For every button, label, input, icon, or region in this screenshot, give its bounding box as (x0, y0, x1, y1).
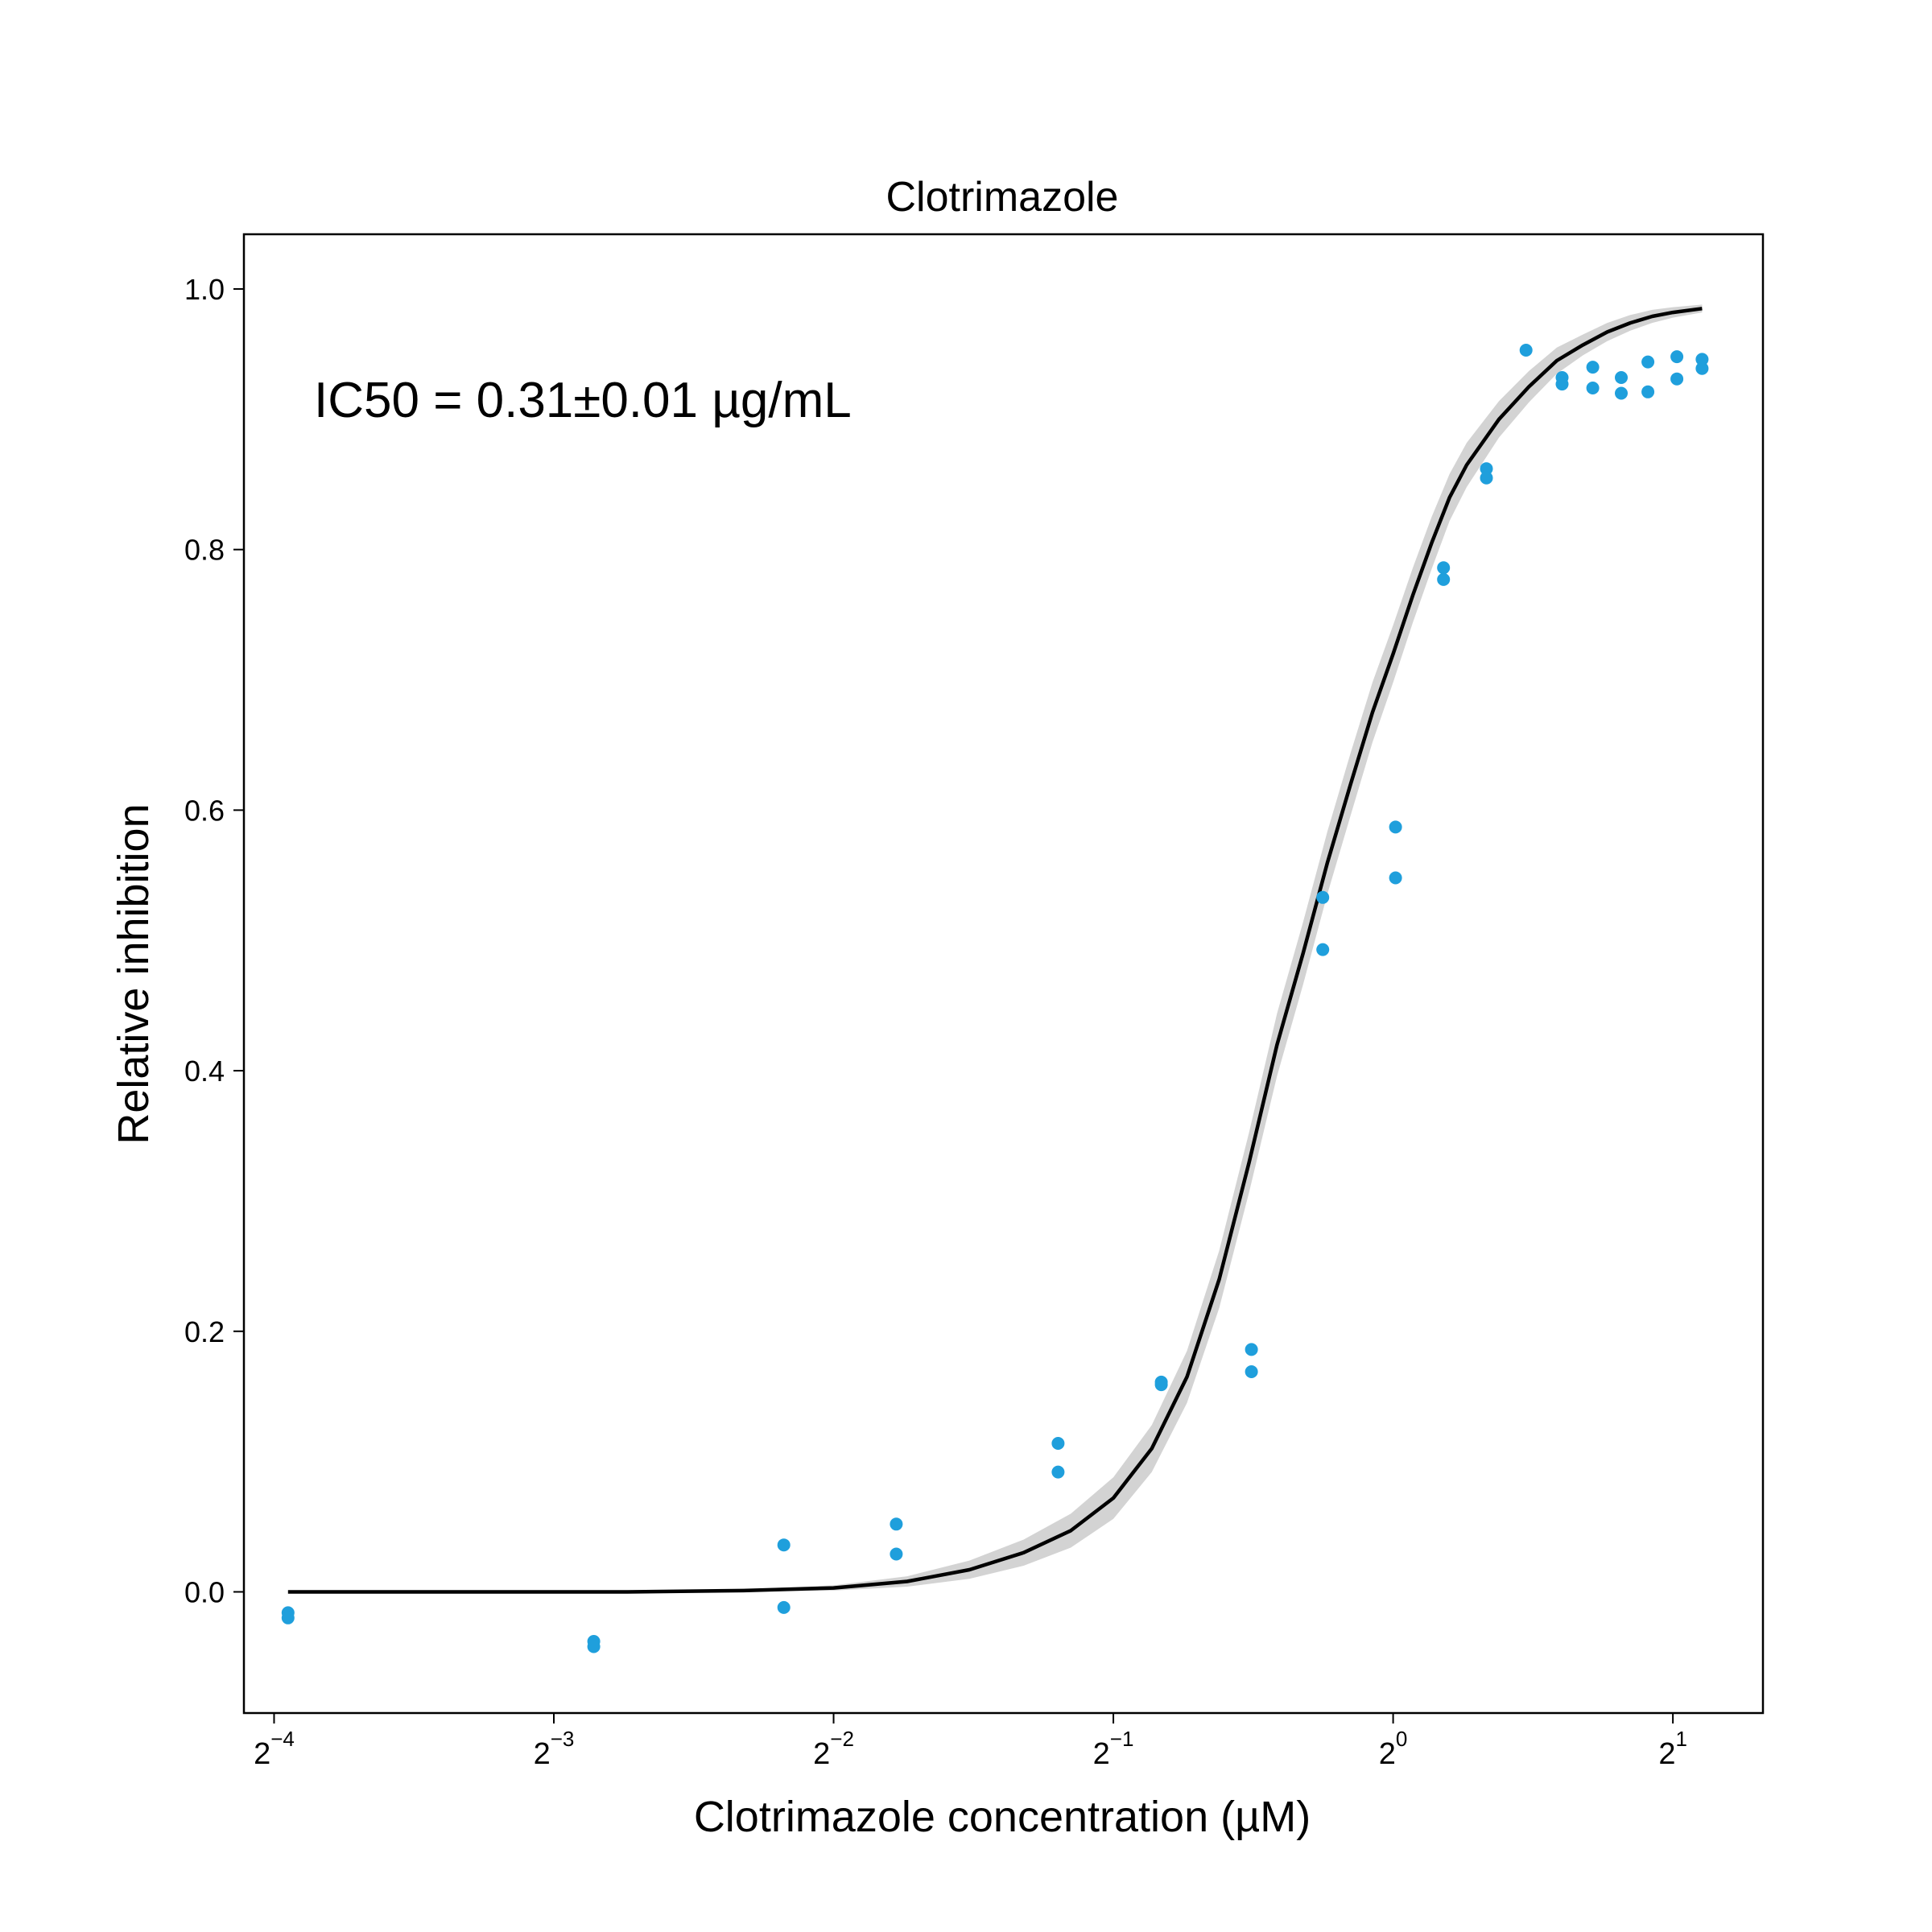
y-tick-label: 1.0 (184, 273, 225, 306)
data-point (1695, 353, 1709, 366)
data-point (1051, 1437, 1065, 1450)
y-tick-label: 0.4 (184, 1055, 225, 1088)
x-tick-label: 2−2 (813, 1727, 854, 1771)
data-point (1586, 361, 1600, 374)
data-point (1437, 561, 1451, 575)
data-point (1480, 471, 1493, 485)
data-point (1051, 1465, 1065, 1479)
data-point (281, 1611, 295, 1624)
x-tick-label: 2−3 (534, 1727, 575, 1771)
data-point (890, 1547, 903, 1561)
x-axis-label: Clotrimazole concentration (µM) (694, 1793, 1311, 1841)
fit-curve (287, 307, 1703, 1594)
data-point (1389, 820, 1402, 834)
data-point (1641, 355, 1655, 369)
x-axis: 2−4 2−3 2−2 2−1 20 21 (254, 1713, 1687, 1771)
axes-frame (242, 233, 1765, 1715)
data-point (1154, 1378, 1168, 1392)
data-point (1615, 371, 1628, 384)
plot-area (281, 304, 1709, 1653)
data-point (1316, 943, 1330, 956)
x-tick-label: 2−4 (254, 1727, 295, 1771)
data-point (1695, 361, 1709, 375)
data-point (1555, 378, 1569, 391)
data-point (1389, 871, 1402, 885)
data-point (1316, 890, 1330, 904)
data-point (1641, 385, 1655, 398)
data-point (1586, 382, 1600, 394)
data-point (1437, 572, 1451, 586)
data-point (1670, 372, 1684, 386)
data-point (1245, 1343, 1258, 1356)
data-point (890, 1517, 903, 1531)
data-point (1670, 350, 1684, 364)
chart-title: Clotrimazole (886, 174, 1119, 221)
y-axis-label: Relative inhibition (109, 803, 158, 1144)
y-tick-label: 0.0 (184, 1575, 225, 1608)
y-axis: 0.0 0.2 0.4 0.6 0.8 1.0 (184, 273, 244, 1608)
y-tick-label: 0.2 (184, 1315, 225, 1348)
data-point (1245, 1365, 1258, 1378)
y-tick-label: 0.6 (184, 794, 225, 827)
x-tick-label: 20 (1379, 1727, 1408, 1771)
y-tick-label: 0.8 (184, 534, 225, 567)
data-point (1519, 344, 1533, 357)
data-point (1480, 462, 1493, 476)
x-tick-label: 2−1 (1093, 1727, 1134, 1771)
fit-confidence-band (287, 304, 1703, 1592)
data-point (777, 1600, 791, 1614)
data-point (1615, 386, 1628, 400)
data-point (777, 1538, 791, 1552)
ic50-annotation: IC50 = 0.31±0.01 µg/mL (314, 373, 852, 428)
data-point (587, 1640, 601, 1653)
x-tick-label: 21 (1658, 1727, 1687, 1771)
